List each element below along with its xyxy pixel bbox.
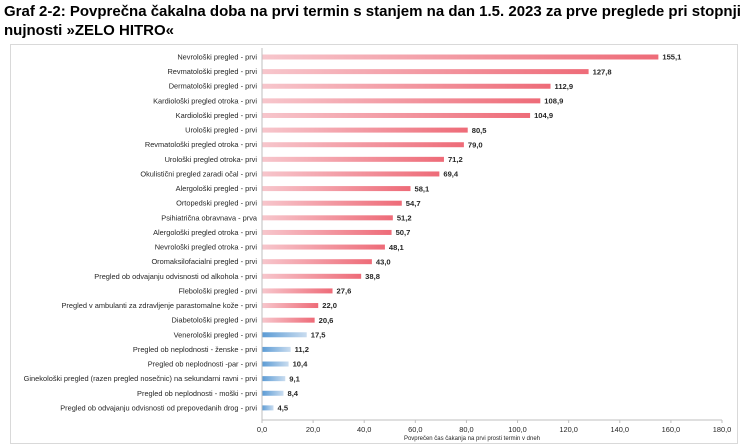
bar bbox=[262, 405, 274, 411]
category-label: Alergološki pregled otroka - prvi bbox=[153, 228, 257, 237]
bar bbox=[262, 376, 286, 382]
data-label: 22,0 bbox=[322, 301, 337, 310]
bar bbox=[262, 54, 659, 60]
x-tick-label: 140,0 bbox=[611, 425, 630, 434]
category-label: Pregled ob neplodnosti -par - prvi bbox=[148, 360, 258, 369]
bar bbox=[262, 332, 307, 338]
data-label: 54,7 bbox=[406, 199, 421, 208]
category-label: Venerološki pregled - prvi bbox=[174, 330, 258, 339]
x-tick-label: 100,0 bbox=[508, 425, 527, 434]
x-axis-label: Povprečen čas čakanja na prvi prosti ter… bbox=[404, 436, 540, 442]
x-tick-label: 80,0 bbox=[459, 425, 473, 434]
bar bbox=[262, 156, 444, 162]
data-label: 80,5 bbox=[472, 126, 488, 135]
category-label: Okulistični pregled zaradi očal - prvi bbox=[140, 169, 257, 178]
data-label: 79,0 bbox=[468, 140, 483, 149]
bar bbox=[262, 346, 291, 352]
data-label: 69,4 bbox=[443, 170, 459, 179]
data-label: 9,1 bbox=[289, 374, 300, 383]
x-tick-label: 0,0 bbox=[257, 425, 267, 434]
bar bbox=[262, 215, 393, 221]
data-label: 155,1 bbox=[662, 53, 682, 62]
chart-title: Graf 2-2: Povprečna čakalna doba na prvi… bbox=[4, 3, 741, 39]
category-label: Urološki pregled - prvi bbox=[185, 126, 257, 135]
bar bbox=[262, 171, 440, 177]
data-label: 4,5 bbox=[278, 404, 289, 413]
data-label: 104,9 bbox=[534, 111, 553, 120]
category-label: Dermatološki pregled - prvi bbox=[169, 82, 258, 91]
data-label: 17,5 bbox=[311, 330, 327, 339]
data-label: 58,1 bbox=[414, 184, 430, 193]
data-label: 10,4 bbox=[293, 360, 309, 369]
data-label: 112,9 bbox=[555, 82, 574, 91]
category-label: Oromaksilofacialni pregled - prvi bbox=[151, 257, 257, 266]
category-labels: Nevrološki pregled - prvi Revmatološki pr… bbox=[24, 53, 258, 413]
category-label: Pregled ob odvajanju odvisnosti od alkoh… bbox=[94, 272, 257, 281]
x-tick-label: 180,0 bbox=[713, 425, 732, 434]
data-label: 38,8 bbox=[365, 272, 380, 281]
bar bbox=[262, 229, 392, 235]
x-axis: 0,0 20,0 40,0 60,0 80,0 100,0 120,0 140,0 160,0 1… bbox=[257, 48, 731, 434]
data-label: 50,7 bbox=[396, 228, 411, 237]
x-tick-label: 120,0 bbox=[559, 425, 578, 434]
category-label: Ortopedski pregled - prvi bbox=[176, 199, 257, 208]
bar bbox=[262, 273, 362, 279]
bar-chart: Nevrološki pregled - prvi Revmatološki pr… bbox=[24, 48, 731, 442]
category-label: Nevrološki pregled - prvi bbox=[177, 53, 257, 62]
data-label: 8,4 bbox=[287, 389, 298, 398]
data-label: 127,8 bbox=[593, 67, 612, 76]
bar bbox=[262, 112, 531, 118]
bar bbox=[262, 317, 315, 323]
bar bbox=[262, 244, 385, 250]
category-label: Flebološki pregled - prvi bbox=[179, 286, 258, 295]
category-label: Revmatološki pregled otroka - prvi bbox=[145, 140, 257, 149]
bar bbox=[262, 69, 589, 75]
category-label: Ginekološki pregled (razen pregled noseč… bbox=[24, 374, 258, 383]
bar bbox=[262, 390, 284, 396]
category-label: Pregled v ambulanti za zdravljenje paras… bbox=[61, 301, 257, 310]
category-label: Pregled ob neplodnosti - moški - prvi bbox=[137, 389, 257, 398]
bar bbox=[262, 142, 464, 148]
bar bbox=[262, 83, 551, 89]
category-label: Alergološki pregled - prvi bbox=[176, 184, 258, 193]
bar-series bbox=[262, 54, 659, 411]
data-label: 11,2 bbox=[295, 345, 309, 354]
bar bbox=[262, 361, 289, 367]
category-label: Urološki pregled otroka- prvi bbox=[165, 155, 258, 164]
x-tick-label: 40,0 bbox=[357, 425, 371, 434]
data-label: 51,2 bbox=[397, 214, 412, 223]
data-label: 43,0 bbox=[376, 257, 391, 266]
category-label: Nevrološki pregled otroka - prvi bbox=[155, 243, 258, 252]
bar bbox=[262, 303, 319, 309]
x-tick-label: 160,0 bbox=[662, 425, 681, 434]
category-label: Revmatološki pregled - prvi bbox=[167, 67, 257, 76]
bar bbox=[262, 200, 402, 206]
category-label: Pregled ob odvajanju odvisnosti od prepo… bbox=[60, 403, 257, 412]
chart-area: Nevrološki pregled - prvi Revmatološki pr… bbox=[10, 44, 738, 444]
bar bbox=[262, 259, 372, 265]
data-label: 108,9 bbox=[544, 97, 563, 106]
data-labels: 155,1 127,8 112,9 108,9 104,9 80,5 79,0 71,2 69,… bbox=[278, 53, 683, 413]
bar bbox=[262, 288, 333, 294]
category-label: Diabetološki pregled - prvi bbox=[172, 316, 258, 325]
x-tick-label: 20,0 bbox=[306, 425, 320, 434]
category-label: Kardiološki pregled otroka - prvi bbox=[153, 96, 257, 105]
bar bbox=[262, 127, 468, 133]
category-label: Pregled ob neplodnosti - ženske - prvi bbox=[133, 345, 257, 354]
data-label: 48,1 bbox=[389, 243, 405, 252]
x-tick-label: 60,0 bbox=[408, 425, 422, 434]
data-label: 71,2 bbox=[448, 155, 463, 164]
data-label: 27,6 bbox=[337, 287, 352, 296]
category-label: Psihiatrična obravnava - prva bbox=[161, 213, 258, 222]
bar bbox=[262, 186, 411, 192]
bar bbox=[262, 98, 541, 104]
category-label: Kardiološki pregled - prvi bbox=[176, 111, 258, 120]
data-label: 20,6 bbox=[319, 316, 334, 325]
